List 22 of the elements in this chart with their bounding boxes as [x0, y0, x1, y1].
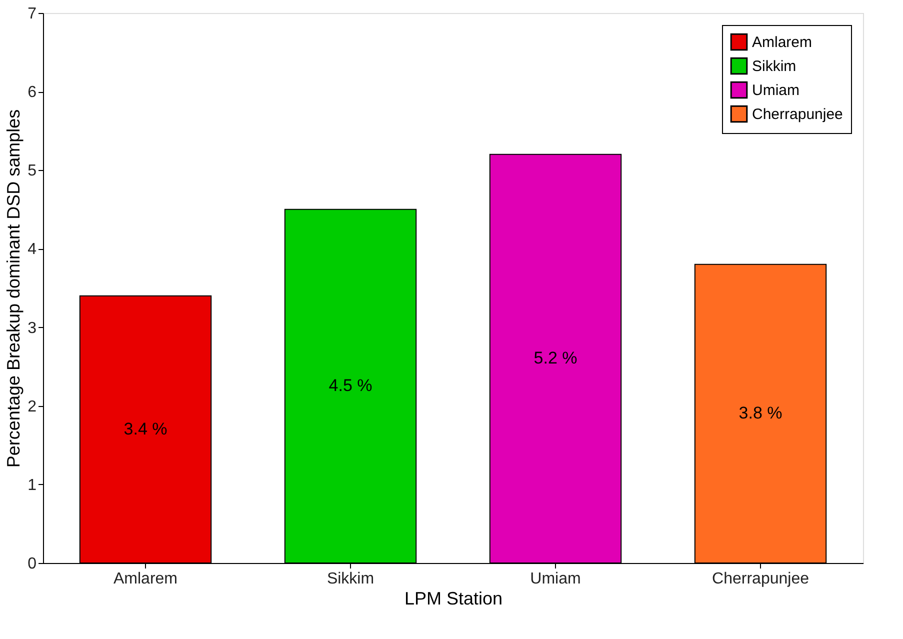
data-label: 4.5 % [328, 376, 372, 396]
legend-label: Amlarem [752, 34, 812, 51]
x-tick-label: Umiam [530, 570, 581, 588]
x-axis-title: LPM Station [404, 588, 503, 608]
y-tick-label: 7 [28, 6, 37, 22]
y-tick-label: 2 [28, 398, 37, 416]
x-tick-label: Cherrapunjee [712, 570, 810, 588]
legend-label: Sikkim [752, 58, 796, 75]
data-label: 5.2 % [534, 348, 578, 368]
y-axis-title: Percentage Breakup dominant DSD samples [4, 109, 24, 468]
y-tick-label: 6 [28, 84, 37, 102]
legend-label: Umiam [752, 82, 800, 99]
y-tick-label: 3 [28, 320, 37, 337]
y-tick-label: 0 [28, 556, 37, 572]
x-tick-label: Amlarem [113, 570, 178, 588]
y-tick-label: 1 [28, 476, 37, 494]
data-label: 3.4 % [124, 419, 168, 438]
data-label: 3.8 % [738, 404, 782, 423]
legend-label: Cherrapunjee [752, 106, 843, 123]
y-tick-label: 5 [28, 162, 37, 180]
x-tick-label: Sikkim [326, 570, 374, 588]
y-tick-label: 4 [28, 241, 37, 258]
